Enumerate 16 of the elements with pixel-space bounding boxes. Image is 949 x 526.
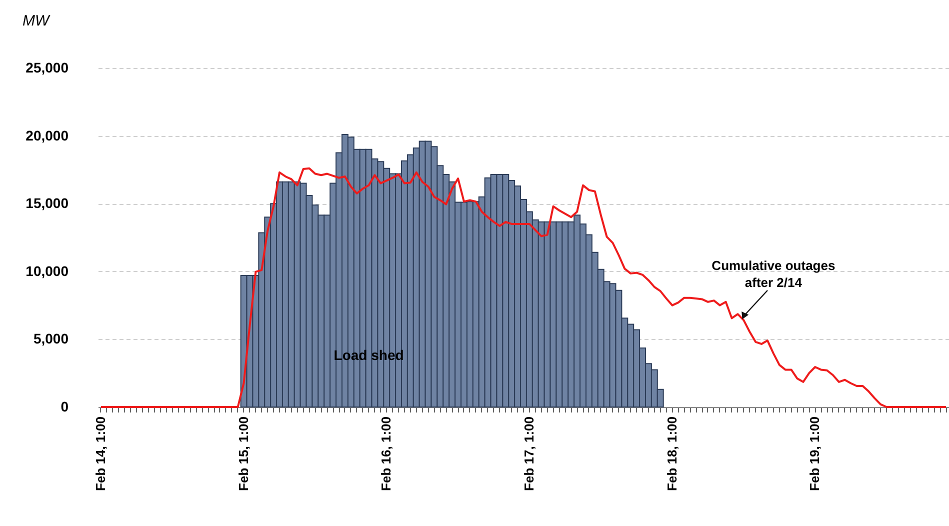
series-label: Cumulative outages after 2/14 xyxy=(712,258,836,290)
y-tick-label: 15,000 xyxy=(26,195,69,212)
x-tick-label: Feb 14, 1:00 xyxy=(92,416,108,491)
x-tick-label: Feb 18, 1:00 xyxy=(664,416,680,491)
y-tick-label: 5,000 xyxy=(33,330,69,347)
y-tick-label: 20,000 xyxy=(26,127,69,144)
x-tick-label: Feb 19, 1:00 xyxy=(807,416,822,491)
series-label: Load shed xyxy=(334,347,404,364)
y-tick-label: 0 xyxy=(60,398,69,414)
x-tick-label: Feb 15, 1:00 xyxy=(236,416,251,491)
x-tick-label: Feb 17, 1:00 xyxy=(521,416,536,491)
y-tick-label: 25,000 xyxy=(26,60,69,76)
line-series xyxy=(100,167,948,408)
x-tick-label: Feb 16, 1:00 xyxy=(378,416,394,491)
y-tick-label: 10,000 xyxy=(26,262,69,279)
y-axis-title: MW xyxy=(22,12,51,30)
